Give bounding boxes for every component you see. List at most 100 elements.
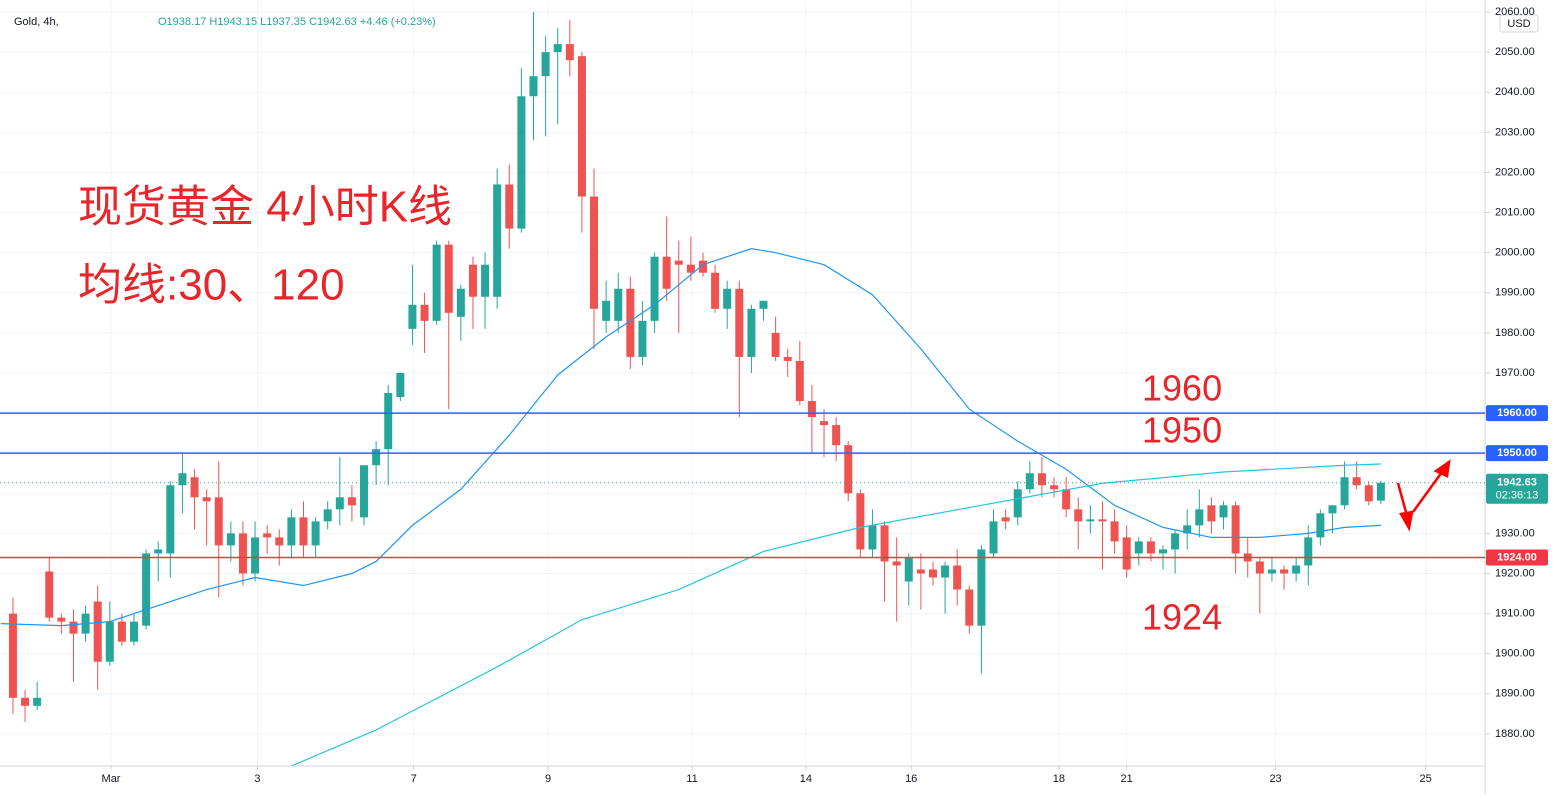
- arrows: [1396, 459, 1451, 532]
- candle-body: [565, 44, 574, 61]
- candle-body: [1267, 569, 1276, 574]
- y-tick-label: 1980.00: [1495, 327, 1535, 339]
- annotation-ma: 均线:30、120: [78, 261, 345, 310]
- candle-body: [650, 256, 659, 321]
- candle-body: [1183, 525, 1192, 534]
- candle-body: [662, 256, 671, 289]
- candle-body: [698, 260, 707, 273]
- candle-body: [384, 393, 393, 450]
- y-tick-label: 1920.00: [1495, 567, 1535, 579]
- candle-body: [178, 473, 187, 486]
- y-tick-label: 1890.00: [1495, 688, 1535, 700]
- annotation-level: 1960: [1142, 368, 1222, 409]
- candle-body: [311, 521, 320, 546]
- candle-body: [1376, 482, 1385, 501]
- candle-body: [686, 264, 695, 273]
- candle-body: [868, 525, 877, 550]
- x-tick-label: 18: [1053, 773, 1065, 785]
- candle-body: [1062, 489, 1071, 510]
- candle-body: [202, 497, 211, 502]
- candle-body: [263, 533, 272, 538]
- x-tick-label: 7: [411, 773, 417, 785]
- candle-body: [759, 300, 768, 309]
- candle-body: [553, 44, 562, 53]
- candle-body: [117, 621, 126, 642]
- plot-area: [0, 0, 1485, 767]
- y-tick-label: 1970.00: [1495, 367, 1535, 379]
- candle-body: [1171, 533, 1180, 550]
- x-tick-label: 25: [1420, 773, 1432, 785]
- candle-body: [456, 288, 465, 317]
- candle-body: [142, 553, 151, 626]
- candle-body: [190, 477, 199, 498]
- candle-body: [1231, 505, 1240, 554]
- candle-body: [541, 52, 550, 77]
- candle-body: [505, 184, 514, 229]
- candle-body: [468, 264, 477, 297]
- candle-body: [989, 521, 998, 554]
- y-tick-label: 2020.00: [1495, 166, 1535, 178]
- candle-body: [214, 497, 223, 546]
- candle-body: [614, 288, 623, 321]
- last-price-label: 1942.63: [1497, 477, 1537, 489]
- y-tick-label: 1930.00: [1495, 527, 1535, 539]
- candle-body: [323, 509, 332, 522]
- candle-body: [1352, 477, 1361, 486]
- candle-body: [408, 304, 417, 329]
- level-label: 1924.00: [1497, 551, 1537, 563]
- annotation-level: 1924: [1142, 597, 1222, 638]
- candle-body: [1340, 477, 1349, 506]
- candle-body: [93, 601, 102, 662]
- candle-body: [626, 288, 635, 357]
- candle-body: [1074, 509, 1083, 522]
- currency: USD: [1507, 18, 1530, 30]
- candle-body: [1037, 473, 1046, 486]
- candle-body: [1255, 561, 1264, 574]
- candle-body: [747, 308, 756, 357]
- candle-body: [735, 288, 744, 357]
- candle-body: [892, 561, 901, 566]
- candle-body: [1328, 505, 1337, 514]
- x-tick-label: 23: [1269, 773, 1281, 785]
- level-label: 1950.00: [1497, 447, 1537, 459]
- candle-body: [444, 244, 453, 313]
- candle-body: [1364, 485, 1373, 502]
- candle-body: [1001, 517, 1010, 522]
- candle-body: [1158, 549, 1167, 554]
- candle-body: [1219, 505, 1228, 518]
- y-tick-label: 1990.00: [1495, 287, 1535, 299]
- candle-body: [1050, 485, 1059, 490]
- candle-body: [1025, 473, 1034, 490]
- candle-body: [711, 272, 720, 309]
- candle-body: [783, 356, 792, 361]
- y-tick-label: 1880.00: [1495, 728, 1535, 740]
- y-tick-label: 2030.00: [1495, 126, 1535, 138]
- moving-average: [0, 248, 1381, 627]
- candle-body: [1122, 537, 1131, 570]
- candle-body: [674, 260, 683, 265]
- candle-body: [57, 617, 66, 622]
- candle-body: [590, 196, 599, 309]
- candle-body: [795, 360, 804, 402]
- candle-body: [493, 184, 502, 297]
- candle-body: [771, 332, 780, 357]
- candle-body: [928, 569, 937, 578]
- candle-body: [904, 557, 913, 582]
- candle-body: [1207, 505, 1216, 522]
- candle-body: [1110, 521, 1119, 542]
- level-label-box: [1486, 445, 1548, 462]
- currency-box: [1499, 14, 1539, 33]
- candle-body: [529, 76, 538, 97]
- symbol: Gold, 4h,: [14, 16, 59, 28]
- y-tick-label: 2010.00: [1495, 206, 1535, 218]
- candle-body: [1013, 489, 1022, 518]
- candle-body: [965, 589, 974, 626]
- candle-body: [360, 465, 369, 518]
- candle-body: [517, 96, 526, 229]
- candle-body: [723, 288, 732, 309]
- ohlc: O1938.17 H1943.15 L1937.35 C1942.63 +4.4…: [158, 16, 436, 28]
- x-tick-label: 21: [1121, 773, 1133, 785]
- candle-body: [807, 401, 816, 418]
